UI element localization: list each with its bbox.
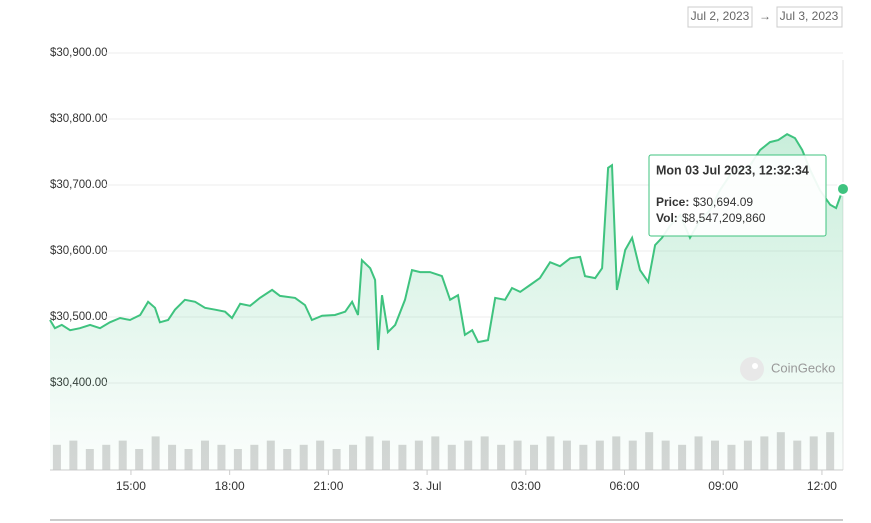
x-tick-label: 18:00 <box>215 479 245 493</box>
x-tick-label: 12:00 <box>807 479 837 493</box>
tooltip-price-label: Price: <box>656 195 689 209</box>
x-tick-label: 06:00 <box>609 479 639 493</box>
x-tick-label: 3. Jul <box>413 479 442 493</box>
date-from-box[interactable] <box>687 6 753 28</box>
tooltip-title: Mon 03 Jul 2023, 12:32:34 <box>656 163 809 177</box>
y-tick-label: $30,500.00 <box>50 311 108 323</box>
date-separator: → <box>759 9 771 23</box>
x-tick-label: 03:00 <box>511 479 541 493</box>
hover-marker <box>836 181 850 196</box>
x-tick-label: 15:00 <box>116 479 146 493</box>
tooltip-price: $30,694.09 <box>693 195 753 209</box>
y-tick-label: $30,600.00 <box>50 245 108 257</box>
date-from[interactable]: Jul 2, 2023 <box>691 9 750 23</box>
y-tick-label: $30,800.00 <box>50 113 108 125</box>
y-tick-label: $30,700.00 <box>50 179 108 191</box>
tooltip-box <box>648 154 827 237</box>
x-tick-label: 21:00 <box>313 479 343 493</box>
date-to[interactable]: Jul 3, 2023 <box>780 9 839 23</box>
date-to-box[interactable] <box>776 6 843 28</box>
tooltip-vol: $8,547,209,860 <box>682 211 766 225</box>
x-tick-label: 09:00 <box>708 479 738 493</box>
watermark: CoinGecko <box>740 357 835 381</box>
y-tick-label: $30,900.00 <box>50 47 108 59</box>
tooltip-vol-label: Vol: <box>656 211 678 225</box>
price-area <box>50 134 843 470</box>
watermark-text: CoinGecko <box>771 360 835 375</box>
